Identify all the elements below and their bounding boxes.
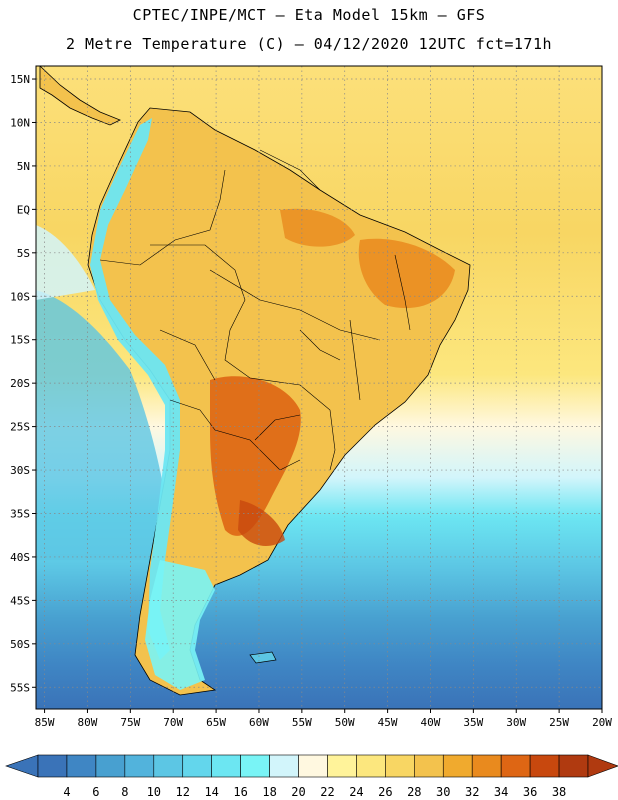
colorbar-label: 14	[204, 785, 218, 799]
lon-tick-label: 75W	[120, 716, 140, 729]
central-america	[39, 66, 121, 126]
colorbar	[5, 754, 618, 778]
lat-tick-label: 15S	[10, 334, 30, 347]
colorbar-swatch	[558, 754, 589, 778]
colorbar-label: 38	[552, 785, 566, 799]
lon-tick-label: 20W	[592, 716, 612, 729]
country-borders	[99, 149, 411, 471]
colorbar-swatch	[356, 754, 386, 778]
lon-tick-label: 55W	[292, 716, 312, 729]
lat-tick-label: 20S	[10, 377, 30, 390]
colorbar-swatch	[298, 754, 328, 778]
colorbar-label: 28	[407, 785, 421, 799]
lon-tick-label: 65W	[206, 716, 226, 729]
colorbar-swatch	[240, 754, 270, 778]
colorbar-label: 16	[233, 785, 247, 799]
latitude-labels: 15N 10N 5N EQ 5S 10S 15S 20S 25S 30S 35S 40S 45S 50S 5…	[10, 73, 36, 694]
pacific-equatorial-zone	[36, 225, 95, 300]
colorbar-swatch	[66, 754, 97, 778]
map-subtitle: 2 Metre Temperature (C) – 04/12/2020 12U…	[65, 35, 553, 53]
lat-tick-label: 55S	[10, 681, 30, 694]
colorbar-label: 10	[147, 785, 161, 799]
colorbar-swatch	[385, 754, 415, 778]
lat-tick-label: 10N	[10, 116, 30, 129]
colorbar-swatch	[211, 754, 241, 778]
lat-tick-label: 15N	[10, 73, 30, 86]
lat-tick-label: 5N	[17, 160, 30, 173]
colorbar-high-arrow	[587, 754, 618, 778]
colorbar-label: 34	[494, 785, 508, 799]
colorbar-label: 24	[349, 785, 363, 799]
hot-zone-amazon	[280, 208, 355, 247]
colorbar-label: 30	[436, 785, 450, 799]
hot-zone-chaco	[210, 376, 301, 536]
colorbar-swatch	[529, 754, 560, 778]
colorbar-low-arrow	[5, 754, 39, 778]
colorbar-label: 18	[262, 785, 276, 799]
colorbar-labels: 4 6 8 10 12 14 16 18 20 22 24 26 28 30 32 34 36 38	[63, 785, 566, 799]
lat-tick-label: 40S	[10, 551, 30, 564]
lat-tick-label: EQ	[17, 203, 30, 216]
longitude-labels: 85W 80W 75W 70W 65W 60W 55W 50W 45W 40W 35W 30W 25W 2…	[35, 709, 612, 729]
colorbar-swatch	[500, 754, 531, 778]
lon-tick-label: 85W	[35, 716, 55, 729]
graticule	[36, 66, 602, 709]
lat-tick-label: 50S	[10, 638, 30, 651]
colorbar-label: 12	[176, 785, 190, 799]
lat-tick-label: 45S	[10, 594, 30, 607]
lat-tick-label: 5S	[17, 247, 30, 260]
lat-tick-label: 35S	[10, 507, 30, 520]
colorbar-label: 22	[320, 785, 334, 799]
map-field	[36, 66, 602, 709]
colorbar-label: 6	[92, 785, 99, 799]
lon-tick-label: 80W	[78, 716, 98, 729]
lon-tick-label: 45W	[378, 716, 398, 729]
colorbar-swatch	[414, 754, 444, 778]
lon-tick-label: 35W	[463, 716, 483, 729]
lon-tick-label: 70W	[163, 716, 183, 729]
lat-tick-label: 30S	[10, 464, 30, 477]
colorbar-swatch	[327, 754, 357, 778]
colorbar-swatch	[124, 754, 155, 778]
map-title: CPTEC/INPE/MCT – Eta Model 15km – GFS	[132, 6, 486, 24]
colorbar-swatch	[471, 754, 502, 778]
colorbar-label: 4	[63, 785, 70, 799]
lon-tick-label: 60W	[249, 716, 269, 729]
colorbar-swatch	[182, 754, 212, 778]
colorbar-swatch	[37, 754, 68, 778]
colorbar-swatch	[95, 754, 126, 778]
colorbar-swatch	[269, 754, 299, 778]
pacific-cool-zone	[36, 290, 175, 560]
map-frame	[35, 65, 603, 710]
lat-tick-label: 10S	[10, 290, 30, 303]
patagonia-cool-zone	[145, 560, 215, 690]
lon-tick-label: 50W	[335, 716, 355, 729]
colorbar-label: 20	[291, 785, 305, 799]
hot-zone-pampas	[238, 500, 285, 546]
colorbar-swatch	[442, 754, 473, 778]
lon-tick-label: 30W	[506, 716, 526, 729]
colorbar-label: 36	[523, 785, 537, 799]
lat-tick-label: 25S	[10, 421, 30, 434]
lon-tick-label: 25W	[549, 716, 569, 729]
colorbar-label: 32	[465, 785, 479, 799]
lon-tick-label: 40W	[421, 716, 441, 729]
falkland-islands	[249, 651, 277, 664]
colorbar-label: 8	[121, 785, 128, 799]
colorbar-label: 26	[378, 785, 392, 799]
andes-cold-belt	[90, 118, 180, 660]
colorbar-swatch	[153, 754, 184, 778]
hot-zone-northeast	[358, 238, 455, 309]
